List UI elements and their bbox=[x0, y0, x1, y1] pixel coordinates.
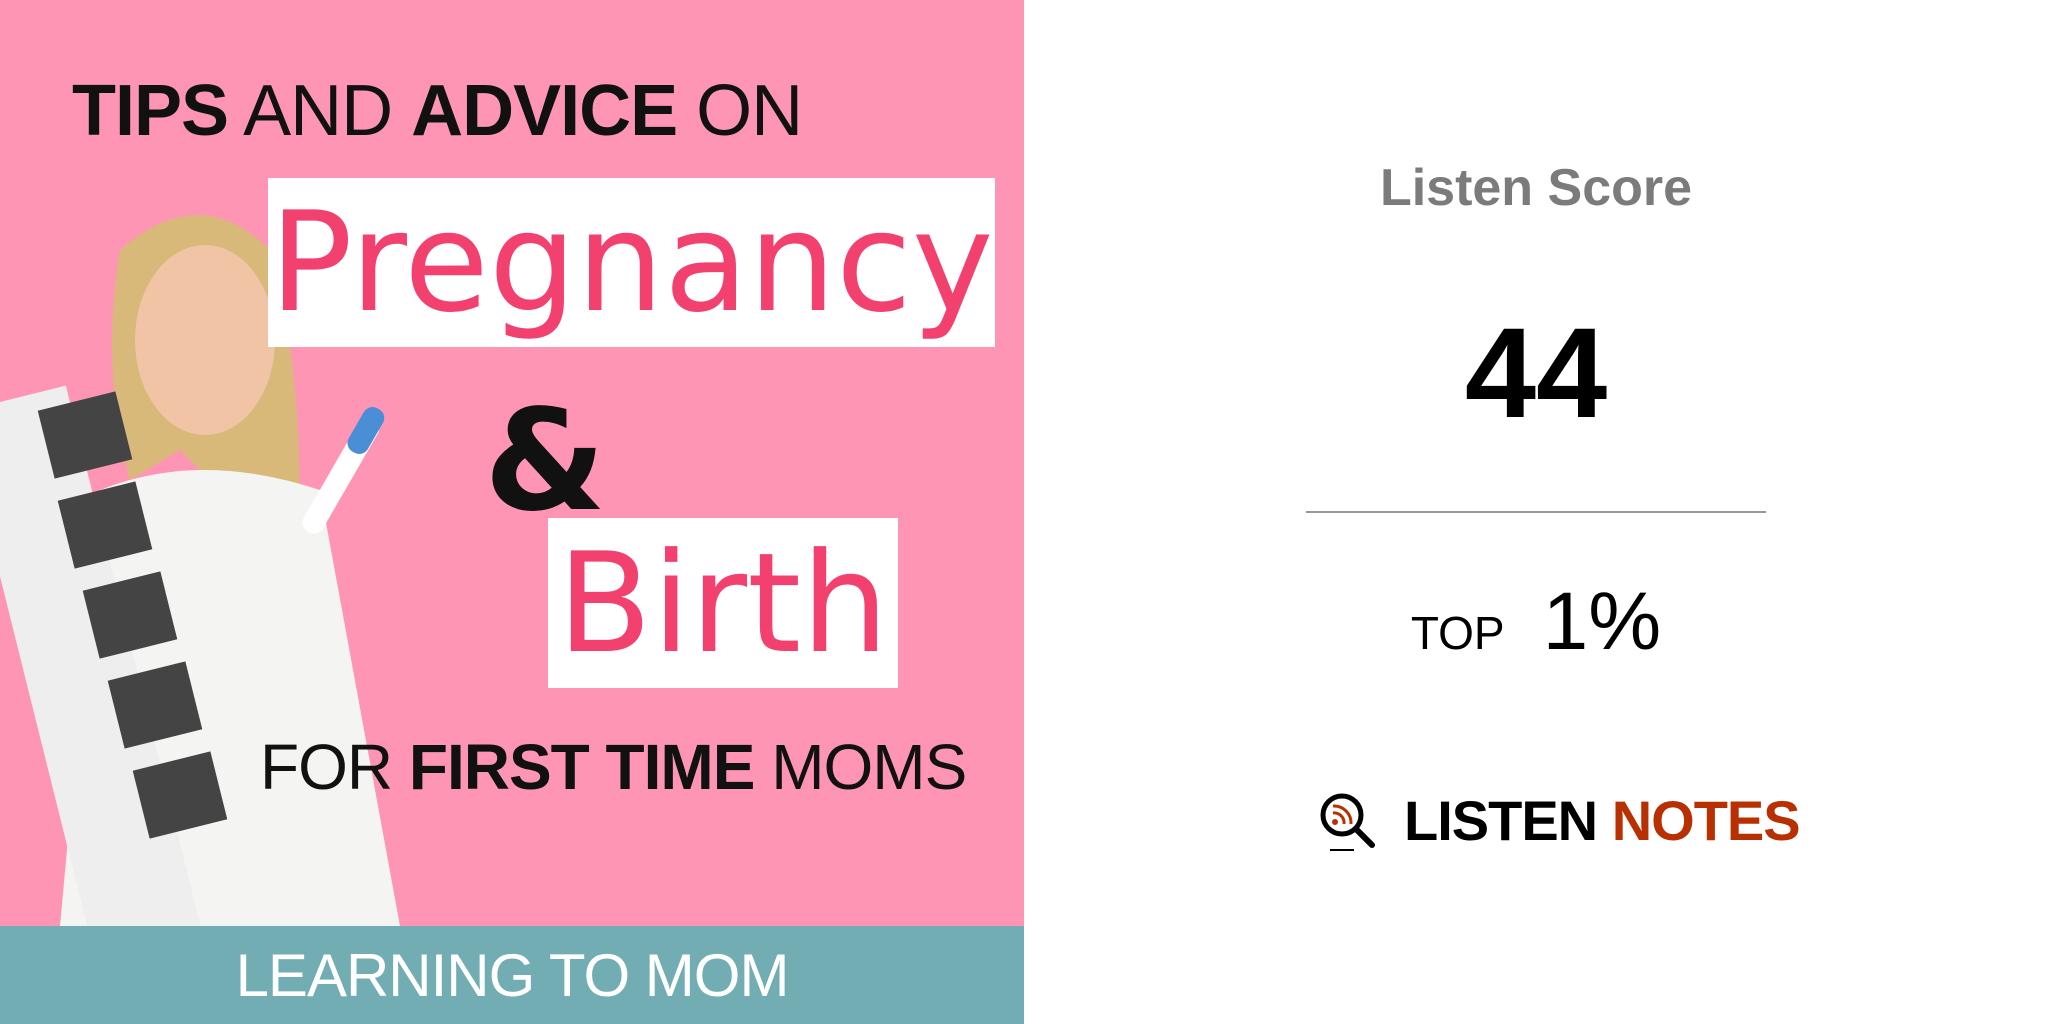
rank-row: TOP 1% bbox=[1024, 575, 2048, 669]
top-percent: 1% bbox=[1542, 576, 1662, 667]
listen-score-panel: Listen Score 44 TOP 1% LISTEN NOTES bbox=[1024, 0, 2048, 1024]
podcast-name-band: LEARNING TO MOM bbox=[0, 926, 1024, 1024]
top-label: TOP bbox=[1410, 607, 1505, 659]
tagline: FOR FIRST TIME MOMS bbox=[260, 731, 967, 803]
headline: TIPS AND ADVICE ON bbox=[72, 71, 803, 151]
score-value: 44 bbox=[1464, 302, 1608, 445]
pregnancy-title: Pregnancy bbox=[268, 178, 995, 347]
logo-text: LISTEN NOTES bbox=[1404, 789, 1801, 852]
magnifier-rss-icon bbox=[1320, 793, 1375, 851]
listen-notes-logo: LISTEN NOTES bbox=[1318, 788, 1801, 853]
score-label: Listen Score bbox=[1379, 159, 1693, 217]
ampersand: & bbox=[484, 380, 607, 543]
birth-title: Birth bbox=[548, 518, 898, 688]
divider bbox=[1306, 511, 1766, 513]
podcast-cover-art: TIPS AND ADVICE ON Pregnancy & Birth FOR… bbox=[0, 0, 1024, 1024]
host-photo bbox=[0, 215, 400, 926]
